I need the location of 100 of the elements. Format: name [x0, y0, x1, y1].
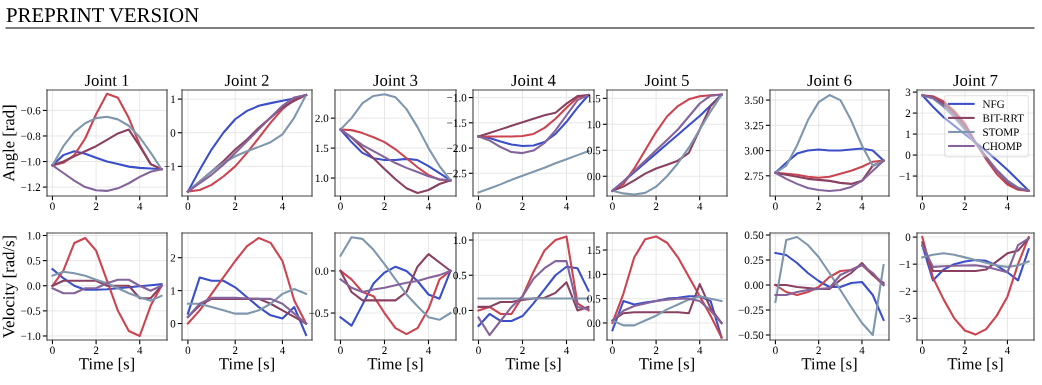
line-series — [339, 269, 452, 336]
x-tick-label: 4 — [563, 346, 570, 354]
x-tick-label: 2 — [653, 202, 659, 210]
x-tick-label: 2 — [962, 346, 968, 354]
y-tick-label: 1.5 — [587, 246, 601, 255]
x-tick-label: 4 — [425, 346, 432, 354]
x-tick-label: 4 — [1004, 202, 1011, 210]
y-tick-label: −1.0 — [447, 94, 467, 102]
y-tick-label: 0.25 — [744, 256, 764, 265]
x-tick-label: 0 — [919, 202, 925, 211]
x-tick-label: 4 — [697, 346, 703, 354]
y-tick-label: 0.00 — [744, 281, 764, 290]
y-tick-label: −1.5 — [447, 119, 467, 127]
y-tick-label: 0.5 — [27, 257, 41, 265]
x-axis-title: Time [s] — [79, 357, 134, 372]
line-series — [774, 235, 885, 337]
line-series — [51, 164, 163, 192]
y-tick-label: 1.0 — [587, 120, 601, 129]
y-tick-label: 3.00 — [744, 147, 764, 155]
x-axis-title: Time [s] — [219, 357, 274, 372]
y-tick-label: 0.5 — [587, 146, 601, 155]
line-series — [186, 236, 308, 325]
y-tick-label: 0 — [905, 233, 911, 242]
line-series — [774, 159, 885, 192]
x-tick-label: 2 — [816, 202, 821, 210]
y-tick-label: 3.50 — [744, 96, 764, 105]
line-series — [51, 270, 163, 302]
y-tick-label: 0.0 — [453, 306, 467, 315]
chart-title: Joint 3 — [373, 74, 418, 86]
x-tick-label: 2 — [93, 346, 99, 354]
legend-label: STOMP — [983, 128, 1019, 136]
line-series — [774, 251, 885, 322]
y-tick-label: −0.5 — [21, 307, 41, 315]
y-tick-label: 2 — [170, 254, 176, 262]
y-tick-label: −0.6 — [21, 106, 41, 115]
y-tick-label: 3 — [905, 88, 911, 97]
x-tick-label: 0 — [773, 202, 778, 211]
y-tick-label: 0 — [905, 151, 911, 160]
x-tick-label: 0 — [50, 202, 55, 211]
y-tick-label: −1 — [899, 260, 911, 269]
y-tick-label: −1.0 — [21, 332, 41, 340]
y-tick-label: 3.25 — [744, 121, 764, 130]
x-tick-label: 4 — [279, 346, 286, 354]
x-axis-title: Time [s] — [639, 357, 694, 372]
x-tick-label: 4 — [425, 202, 432, 210]
x-tick-label: 0 — [610, 202, 615, 211]
line-series — [921, 252, 1030, 268]
x-tick-label: 4 — [697, 202, 703, 210]
x-tick-label: 2 — [962, 202, 968, 210]
legend-label: NFG — [982, 100, 1005, 108]
y-tick-label: 2.75 — [744, 172, 764, 180]
line-series — [921, 94, 1030, 192]
line-series — [51, 268, 163, 291]
y-tick-label: −1.0 — [21, 157, 41, 166]
line-series — [186, 94, 308, 193]
line-series — [186, 287, 308, 315]
line-series — [186, 276, 308, 337]
y-tick-label: −0.25 — [738, 306, 764, 315]
x-tick-label: 2 — [816, 346, 821, 354]
y-tick-label: −2 — [899, 287, 911, 296]
x-tick-label: 2 — [232, 202, 238, 210]
x-tick-label: 4 — [137, 346, 143, 354]
text: PREPRINT VERSION — [6, 8, 199, 23]
y-tick-label: 0 — [170, 320, 176, 328]
chart-title: Joint 7 — [953, 74, 998, 86]
y-tick-label: 1 — [906, 130, 911, 138]
y-tick-label: −1 — [899, 172, 911, 180]
y-axis-title: Velocity [rad/s] — [2, 236, 18, 338]
y-tick-label: 0.5 — [587, 295, 601, 303]
x-tick-label: 0 — [185, 202, 191, 211]
x-tick-label: 2 — [232, 346, 238, 354]
line-series — [339, 269, 452, 294]
y-axis-title: Angle [rad] — [2, 105, 18, 182]
line-series — [339, 253, 452, 302]
x-tick-label: 0 — [338, 346, 343, 355]
line-series — [51, 278, 163, 295]
y-tick-label: 2 — [905, 109, 911, 117]
x-axis-title: Time [s] — [801, 357, 857, 372]
y-tick-label: 1.0 — [27, 231, 41, 240]
line-series — [774, 261, 885, 291]
x-axis-title: Time [s] — [947, 357, 1003, 372]
x-tick-label: 0 — [338, 202, 343, 211]
line-series — [921, 236, 1030, 336]
x-tick-label: 4 — [859, 346, 865, 354]
y-tick-label: 1.5 — [315, 144, 329, 153]
chart-title: Joint 1 — [84, 74, 129, 86]
legend-label: BIT-RRT — [982, 114, 1024, 122]
x-tick-label: 2 — [93, 202, 99, 210]
x-tick-label: 0 — [476, 346, 481, 355]
x-tick-label: 4 — [859, 202, 865, 210]
x-tick-label: 4 — [1004, 346, 1011, 354]
y-tick-label: −2.0 — [447, 144, 467, 153]
x-tick-label: 0 — [773, 346, 778, 355]
line-series — [774, 94, 885, 174]
x-tick-label: 2 — [520, 202, 525, 210]
legend-label: CHOMP — [982, 142, 1022, 150]
y-tick-label: −1 — [164, 162, 176, 171]
line-series — [611, 235, 723, 339]
x-tick-label: 2 — [520, 346, 525, 354]
y-tick-label: 1.0 — [453, 236, 467, 245]
